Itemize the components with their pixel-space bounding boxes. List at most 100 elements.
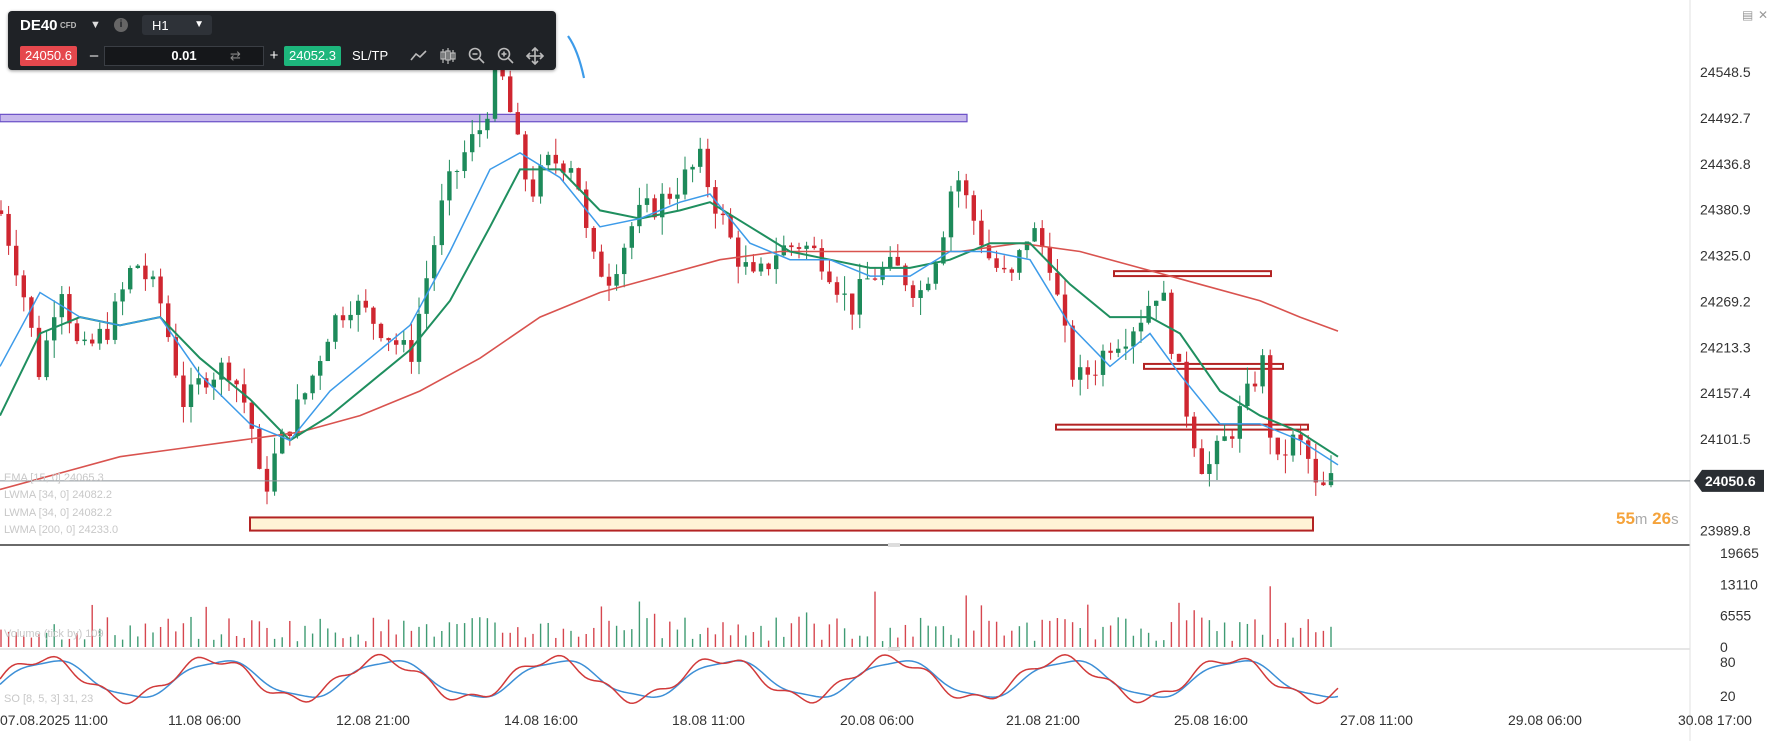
candle-bear [1321, 482, 1326, 486]
zone-box [1055, 423, 1309, 431]
volume-legend[interactable]: Volume (tick by) 109 [4, 628, 104, 640]
candle-bear [812, 245, 817, 249]
candle-bear [895, 256, 900, 266]
candle-bull [1123, 346, 1128, 349]
candle-bear [910, 285, 916, 298]
symbol-name[interactable]: DE40 [20, 17, 58, 34]
symbol-type-tag: CFD [60, 21, 77, 30]
candle-bull [82, 339, 87, 342]
indicator-legend-lwma-b[interactable]: LWMA [34, 0] 24082.2 [4, 507, 113, 519]
volume-tick-label: 19665 [1720, 545, 1759, 561]
symbol-dropdown-icon[interactable]: ▼ [90, 19, 101, 31]
candle-bull [196, 378, 201, 385]
price-tick-label: 24269.2 [1700, 293, 1751, 309]
info-icon[interactable]: i [114, 18, 128, 32]
line-chart-icon[interactable] [408, 45, 430, 67]
zones-layer[interactable] [0, 35, 1314, 532]
trading-toolbar: DE40 CFD ▼ i H1 ▼ 24050.6 – 0.01 ⇄ + 240… [8, 11, 556, 70]
lwma-200-line [0, 242, 1339, 491]
candle-bear [257, 428, 262, 469]
volume-pane [0, 586, 1332, 647]
candle-bull [758, 263, 764, 272]
candle-bear [599, 251, 604, 277]
zone-support [249, 516, 1314, 532]
zoom-in-icon[interactable] [495, 45, 517, 67]
candle-bear [1009, 269, 1014, 273]
price-tick-label: 24157.4 [1700, 385, 1751, 401]
candle-bear [1230, 436, 1235, 439]
indicator-legend-lwma-a[interactable]: LWMA [34, 0] 24082.2 [4, 489, 113, 501]
swap-icon[interactable]: ⇄ [230, 48, 241, 63]
candle-bear [1252, 383, 1258, 387]
time-tick-label: 11.08 06:00 [168, 712, 241, 728]
zone-resistance [0, 113, 968, 123]
candle-bear [14, 245, 19, 276]
buy-button[interactable]: 24052.3 [284, 46, 341, 66]
candle-bull [546, 154, 551, 166]
sell-button[interactable]: 24050.6 [20, 46, 77, 66]
candle-bear [371, 307, 376, 324]
volume-increase-button[interactable]: + [269, 47, 279, 64]
moving-averages-layer [0, 152, 1690, 491]
price-tick-label: 24492.7 [1700, 110, 1751, 126]
candle-bull [1032, 228, 1037, 242]
candle-bear [1192, 416, 1197, 449]
candle-bear [1093, 374, 1098, 376]
candle-bear [1184, 361, 1189, 417]
axes-layer: 24548.5 24492.7 24436.8 24380.9 24325.0 24269… [0, 64, 1764, 728]
candle-bear [36, 327, 42, 378]
candle-bull [1161, 292, 1166, 301]
candle-bull [622, 247, 627, 275]
ema-15-line [0, 152, 1339, 466]
price-tick-label: 23989.8 [1700, 523, 1751, 539]
candle-bull [1222, 436, 1227, 441]
candle-bull [690, 166, 695, 170]
candle-bull [675, 194, 680, 199]
candle-bull [682, 169, 688, 195]
zone-box [1113, 270, 1272, 278]
candle-bull [857, 279, 862, 315]
oscillator-tick-label: 80 [1720, 654, 1736, 670]
candle-bear [850, 293, 855, 315]
candle-bull [1154, 300, 1159, 306]
price-tick-label: 24380.9 [1700, 202, 1751, 218]
candle-bear [728, 215, 733, 238]
candle-bear [553, 154, 558, 164]
pane-resize-handle [888, 543, 900, 547]
candle-bull [188, 384, 194, 408]
indicator-legend-ema[interactable]: EMA [15, 0] 24065.3 [4, 472, 104, 484]
candle-bear [1298, 434, 1303, 441]
candle-bull [302, 393, 308, 400]
candle-bull [933, 263, 938, 284]
candle-bear [204, 378, 209, 388]
candle-bull [1237, 406, 1242, 439]
candle-bull [956, 180, 961, 192]
candle-bear [652, 198, 657, 218]
candle-bull [477, 130, 482, 135]
volume-decrease-button[interactable]: – [89, 47, 99, 64]
oscillator-tick-label: 20 [1720, 688, 1736, 704]
close-icon[interactable]: ✕ [1758, 8, 1769, 22]
candle-bear [971, 195, 976, 221]
indicator-legend-lwma-200[interactable]: LWMA [200, 0] 24233.0 [4, 524, 119, 536]
move-icon[interactable] [524, 45, 546, 67]
candle-bull [333, 315, 338, 342]
sltp-button[interactable]: SL/TP [352, 48, 389, 63]
candle-bull [280, 431, 285, 454]
timeframe-select[interactable]: H1 ▼ [142, 15, 212, 35]
candle-bull [439, 200, 444, 246]
candle-bull [454, 171, 460, 173]
candlestick-icon[interactable] [437, 45, 459, 67]
oscillator-legend[interactable]: SO [8, 5, 3] 31, 23 [4, 693, 94, 705]
time-tick-label: 25.08 16:00 [1174, 712, 1248, 728]
volume-input[interactable]: 0.01 [104, 46, 264, 66]
candle-bull [492, 48, 498, 119]
candle-bull [629, 226, 634, 248]
candle-bear [1062, 294, 1068, 326]
candle-bear [74, 323, 80, 342]
candle-bear [872, 278, 878, 280]
zoom-out-icon[interactable] [466, 45, 488, 67]
maximize-icon[interactable]: ▤ [1742, 8, 1754, 22]
